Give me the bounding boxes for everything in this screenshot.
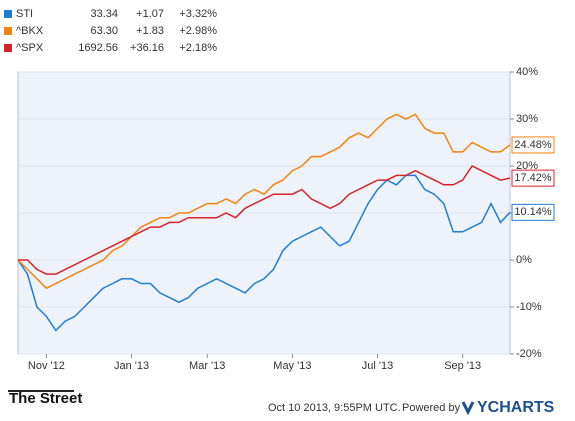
legend-swatch: [4, 27, 12, 35]
legend-price: 1692.56: [78, 42, 118, 54]
y-tick-label: 30%: [516, 113, 538, 125]
x-tick-label: Nov '12: [28, 360, 65, 372]
x-tick-label: Jan '13: [114, 360, 149, 372]
x-tick-label: May '13: [273, 360, 311, 372]
end-label: 24.48%: [514, 139, 552, 151]
end-label-box: [511, 136, 555, 154]
legend-name: ^BKX: [16, 25, 44, 37]
legend-price: 63.30: [90, 25, 118, 37]
legend-swatch: [4, 10, 12, 18]
x-tick-label: Sep '13: [444, 360, 481, 372]
legend-change: +36.16: [130, 42, 164, 54]
legend-change-pct: +2.98%: [179, 25, 217, 37]
series-line: [18, 165, 511, 275]
y-tick-label: 20%: [516, 160, 538, 172]
series-line: [17, 113, 511, 290]
brand: YCHARTS: [477, 399, 555, 416]
x-tick-label: Mar '13: [189, 360, 225, 372]
legend-name: ^SPX: [16, 42, 44, 54]
source-logo: The Street: [9, 390, 82, 407]
y-tick-label: -20%: [516, 348, 542, 360]
legend-change: +1.07: [136, 8, 164, 20]
timestamp: Oct 10 2013, 9:55PM UTC.: [268, 402, 401, 414]
legend-name: STI: [16, 8, 33, 20]
end-label: 10.14%: [514, 206, 552, 218]
y-tick-label: -10%: [516, 301, 542, 313]
legend-change: +1.83: [136, 25, 164, 37]
series-line: [17, 174, 511, 332]
legend-change-pct: +3.32%: [179, 8, 217, 20]
end-label-box: [511, 169, 555, 187]
legend-change-pct: +2.18%: [179, 42, 217, 54]
x-tick-label: Jul '13: [362, 360, 393, 372]
legend-price: 33.34: [90, 8, 118, 20]
y-tick-label: 40%: [516, 66, 538, 78]
legend-swatch: [4, 44, 12, 52]
end-label: 17.42%: [514, 172, 552, 184]
brand-mark: [461, 401, 475, 416]
powered-by: Powered by: [402, 402, 461, 414]
logo-rule: [8, 390, 74, 392]
y-tick-label: 0%: [516, 254, 532, 266]
end-label-box: [511, 203, 555, 221]
